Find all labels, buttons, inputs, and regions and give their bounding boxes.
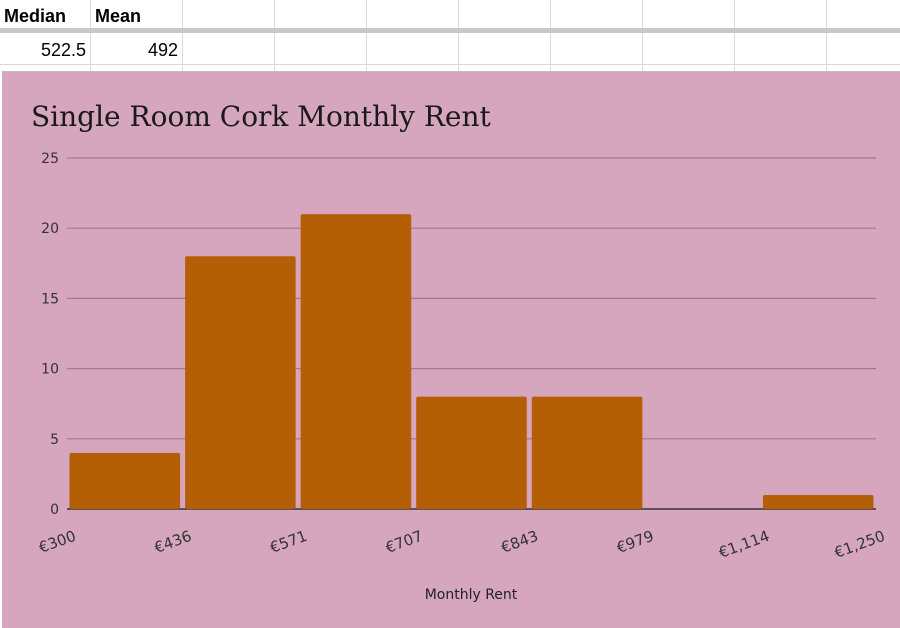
- y-tick-label: 0: [50, 502, 59, 518]
- bar[interactable]: [185, 256, 296, 509]
- y-axis-ticks: 0 5 10 15 20 25: [41, 151, 59, 518]
- y-tick-label: 20: [41, 221, 59, 237]
- bar[interactable]: [300, 214, 412, 509]
- y-tick-label: 15: [41, 291, 59, 307]
- y-tick-label: 10: [41, 362, 59, 378]
- bar[interactable]: [531, 396, 643, 509]
- x-tick-label: €707: [383, 527, 425, 557]
- bars: [69, 214, 874, 509]
- mean-value-cell[interactable]: 492: [147, 40, 178, 60]
- bar[interactable]: [762, 494, 874, 509]
- chart-title: Single Room Cork Monthly Rent: [31, 100, 492, 133]
- x-tick-label: €979: [614, 527, 656, 557]
- median-value-cell[interactable]: 522.5: [40, 40, 86, 60]
- mean-header-cell[interactable]: Mean: [95, 6, 142, 26]
- median-header-cell[interactable]: Median: [4, 6, 67, 26]
- x-tick-label: €1,114: [716, 527, 771, 562]
- x-axis-title: Monthly Rent: [425, 587, 518, 603]
- chart-canvas: Single Room Cork Monthly Rent 0 5 10 15 20 25…: [31, 100, 887, 603]
- bar[interactable]: [416, 396, 527, 509]
- x-axis-ticks: €300 €436 €571 €707 €843 €979 €1,114 €1,250: [36, 527, 887, 562]
- bar[interactable]: [69, 452, 181, 509]
- x-tick-label: €571: [267, 527, 309, 557]
- row-divider: [0, 64, 900, 65]
- histogram-chart[interactable]: Single Room Cork Monthly Rent 0 5 10 15 20 25…: [2, 71, 900, 628]
- x-tick-label: €1,250: [832, 527, 887, 562]
- frozen-row-divider: [0, 28, 900, 33]
- x-tick-label: €300: [36, 527, 78, 557]
- x-tick-label: €436: [152, 527, 194, 557]
- y-tick-label: 25: [41, 151, 59, 167]
- y-tick-label: 5: [50, 432, 59, 448]
- x-tick-label: €843: [499, 527, 541, 557]
